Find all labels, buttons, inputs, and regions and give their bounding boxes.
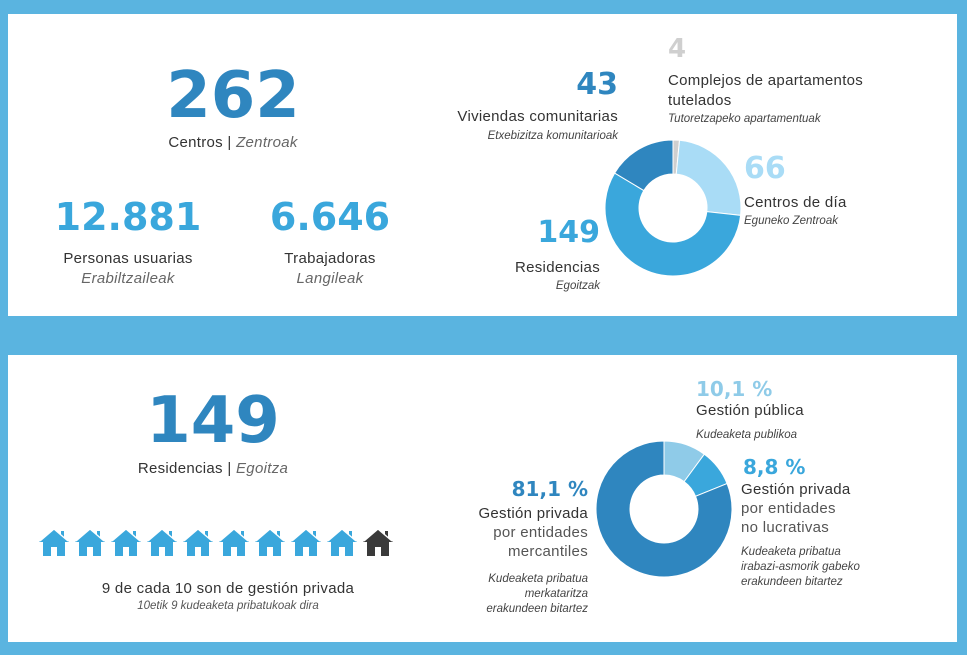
trabajadoras-label-eu: Langileak bbox=[296, 270, 364, 287]
centros-label-es: Centros bbox=[168, 134, 223, 151]
residencias-big-value: 149 bbox=[146, 384, 280, 458]
centros-value: 262 bbox=[166, 59, 300, 133]
apartamentos-label-eu: Tutoretzapeko apartamentuak bbox=[668, 113, 821, 125]
residencias-label-es: Residencias bbox=[137, 460, 223, 477]
centros-dia-value: 66 bbox=[744, 151, 786, 186]
mercantil-label-eu-1: Kudeaketa pribatua bbox=[488, 573, 588, 585]
viviendas-label: Viviendas comunitarias bbox=[457, 108, 618, 125]
house-icon-row bbox=[38, 526, 398, 560]
trabajadoras-value: 6.646 bbox=[269, 195, 391, 239]
house-icon bbox=[147, 528, 177, 556]
personas-value: 12.881 bbox=[54, 195, 202, 239]
apartamentos-value: 4 bbox=[668, 34, 687, 64]
residencias-label-eu2: Egoitza bbox=[236, 460, 289, 477]
centros-separator: | bbox=[222, 134, 237, 151]
residencias-big-label: Residencias | Egoitza bbox=[88, 460, 338, 477]
mercantil-value: 81,1 % bbox=[511, 477, 588, 501]
no-lucrativa-value: 8,8 % bbox=[743, 455, 806, 479]
ratio-label-eu: 10etik 9 kudeaketa pribatukoak dira bbox=[137, 600, 319, 612]
viviendas-label-eu: Etxebizitza komunitarioak bbox=[487, 130, 618, 142]
summary-panel: 262 Centros | Zentroak 12.881 Personas u… bbox=[8, 14, 957, 316]
no-lucrativa-label-eu-1: Kudeaketa pribatua bbox=[741, 546, 841, 558]
house-icon bbox=[291, 528, 321, 556]
slice-viviendas bbox=[613, 139, 674, 192]
apartamentos-label-1: Complejos de apartamentos bbox=[668, 72, 864, 89]
residencias-separator: | bbox=[222, 460, 236, 477]
house-icon bbox=[219, 528, 249, 556]
slice-mercantiles bbox=[595, 440, 733, 578]
house-icon bbox=[183, 528, 213, 556]
mercantil-label-2: por entidades bbox=[493, 524, 588, 541]
publica-label: Gestión pública bbox=[696, 402, 804, 419]
centros-dia-label: Centros de día bbox=[744, 194, 847, 211]
residencias-label: Residencias bbox=[514, 259, 600, 276]
no-lucrativa-label-1: Gestión privada bbox=[741, 481, 851, 498]
residences-panel: 149 Residencias | Egoitza 9 de cada 10 s… bbox=[8, 355, 957, 642]
no-lucrativa-label-eu-2: irabazi-asmorik gabeko bbox=[741, 561, 860, 573]
slice-residencias bbox=[604, 172, 742, 277]
personas-label: Personas usuarias bbox=[63, 250, 193, 267]
residencias-label-eu: Egoitzak bbox=[555, 280, 600, 292]
publica-value: 10,1 % bbox=[696, 377, 773, 401]
publica-label-eu: Kudeaketa publikoa bbox=[696, 429, 798, 441]
no-lucrativa-label-3: no lucrativas bbox=[741, 519, 830, 536]
management-donut-chart bbox=[595, 440, 733, 578]
house-icon bbox=[75, 528, 105, 556]
viviendas-value: 43 bbox=[576, 67, 618, 102]
centros-dia-label-eu: Eguneko Zentroak bbox=[744, 215, 838, 227]
residencias-value: 149 bbox=[537, 215, 600, 250]
trabajadoras-label: Trabajadoras bbox=[284, 250, 376, 267]
no-lucrativa-label-eu-3: erakundeen bitartez bbox=[741, 576, 843, 588]
mercantil-label-3: mercantiles bbox=[508, 543, 588, 560]
house-icon bbox=[363, 528, 393, 556]
centros-label: Centros | Zentroak bbox=[103, 134, 363, 151]
house-icon bbox=[111, 528, 141, 556]
slice-centros-dia bbox=[675, 139, 742, 216]
house-icon bbox=[327, 528, 357, 556]
mercantil-label-eu-3: erakundeen bitartez bbox=[486, 603, 588, 615]
no-lucrativa-label-2: por entidades bbox=[741, 500, 836, 517]
mercantil-label-eu-2: merkataritza bbox=[524, 588, 588, 600]
house-icon bbox=[39, 528, 69, 556]
centers-donut-chart bbox=[604, 139, 742, 277]
house-icon bbox=[255, 528, 285, 556]
mercantil-label-1: Gestión privada bbox=[478, 505, 588, 522]
centros-label-eu: Zentroak bbox=[236, 134, 298, 151]
ratio-label: 9 de cada 10 son de gestión privada bbox=[101, 580, 355, 597]
personas-label-eu: Erabiltzaileak bbox=[81, 270, 175, 287]
apartamentos-label-2: tutelados bbox=[668, 92, 732, 109]
